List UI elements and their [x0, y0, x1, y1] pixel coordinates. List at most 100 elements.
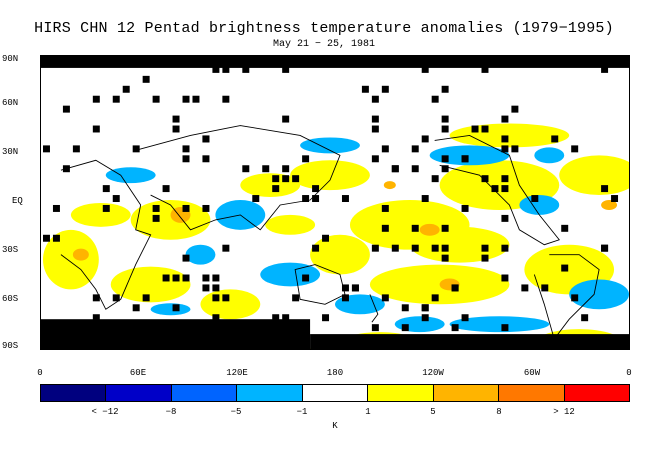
missing-data-cell	[212, 314, 220, 322]
missing-data-band-north	[41, 56, 629, 68]
missing-data-cell	[112, 95, 120, 103]
missing-data-cell	[411, 165, 419, 173]
missing-data-cell	[371, 95, 379, 103]
missing-data-cell	[292, 294, 300, 302]
missing-data-cell	[52, 204, 60, 212]
missing-data-cell	[381, 145, 389, 153]
missing-data-cell	[222, 244, 230, 252]
missing-data-cell	[571, 294, 579, 302]
missing-data-cell	[581, 314, 589, 322]
map-title: HIRS CHN 12 Pentad brightness temperatur…	[34, 20, 614, 37]
missing-data-cell	[182, 145, 190, 153]
missing-data-cell	[172, 304, 180, 312]
coastline	[294, 264, 346, 305]
missing-data-cell	[561, 264, 569, 272]
colorbar-label: 8	[496, 407, 502, 417]
missing-data-cell	[501, 185, 509, 193]
missing-data-cell	[312, 185, 320, 193]
missing-data-cell	[411, 244, 419, 252]
cold-anomaly-area	[429, 145, 510, 166]
coastline	[434, 134, 560, 246]
missing-data-cell	[222, 95, 230, 103]
missing-data-cell	[292, 175, 300, 183]
warm-anomaly-area	[559, 155, 629, 196]
missing-data-cell	[92, 324, 100, 332]
missing-data-cell	[341, 195, 349, 203]
colorbar-segment	[564, 385, 629, 401]
missing-data-cell	[282, 165, 290, 173]
missing-data-cell	[102, 185, 110, 193]
missing-data-cell	[242, 165, 250, 173]
missing-data-cell	[312, 195, 320, 203]
missing-data-cell	[182, 155, 190, 163]
missing-data-cell	[142, 294, 150, 302]
missing-data-cell	[202, 274, 210, 282]
missing-data-cell	[212, 294, 220, 302]
missing-data-cell	[511, 145, 519, 153]
missing-data-cell	[132, 304, 140, 312]
missing-data-cell	[172, 115, 180, 123]
missing-data-cell	[92, 95, 100, 103]
colorbar-label: −8	[165, 407, 177, 417]
missing-data-cell	[302, 155, 310, 163]
coastline	[369, 294, 379, 323]
missing-data-cell	[152, 204, 160, 212]
missing-data-cell	[252, 195, 260, 203]
missing-data-cell	[302, 195, 310, 203]
cold-anomaly-area	[534, 147, 565, 164]
missing-data-cell	[322, 314, 330, 322]
lon-label-120w: 120W	[422, 368, 444, 378]
lat-label-eq: EQ	[12, 196, 23, 206]
missing-data-cell	[421, 314, 429, 322]
missing-data-cell	[441, 115, 449, 123]
missing-data-cell	[282, 115, 290, 123]
missing-data-cell	[431, 244, 439, 252]
missing-data-cell	[461, 314, 469, 322]
missing-data-cell	[242, 324, 250, 332]
coastline	[533, 254, 600, 341]
lon-label-60w: 60W	[523, 368, 541, 378]
cold-anomaly-area	[569, 279, 629, 310]
colorbar-segment	[171, 385, 238, 401]
missing-data-cell	[92, 294, 100, 302]
missing-data-cell	[501, 324, 509, 332]
missing-data-cell	[132, 145, 140, 153]
missing-data-cell	[202, 284, 210, 292]
missing-data-cell	[491, 185, 499, 193]
warm-anomaly-area	[240, 173, 301, 198]
missing-data-cell	[202, 155, 210, 163]
missing-data-cell	[102, 204, 110, 212]
lat-label-90n: 90N	[2, 54, 19, 64]
warm-anomaly-area	[265, 214, 316, 235]
missing-data-cell	[461, 155, 469, 163]
missing-data-cell	[441, 155, 449, 163]
missing-data-cell	[461, 204, 469, 212]
missing-data-cell	[371, 115, 379, 123]
colorbar-segment	[433, 385, 500, 401]
cold-anomaly-area	[185, 244, 216, 265]
missing-data-cell	[381, 85, 389, 93]
missing-data-cell	[112, 294, 120, 302]
warm-anomaly-area	[70, 202, 131, 227]
missing-data-cell	[42, 234, 50, 242]
missing-data-cell	[411, 224, 419, 232]
missing-data-cell	[481, 65, 489, 73]
cold-anomaly-area	[519, 195, 560, 215]
missing-data-cell	[561, 224, 569, 232]
missing-data-cell	[122, 85, 130, 93]
missing-data-cell	[62, 324, 70, 332]
strong-warm-anomaly-area	[72, 248, 89, 261]
missing-data-cell	[182, 204, 190, 212]
missing-data-cell	[142, 75, 150, 83]
missing-data-cell	[381, 224, 389, 232]
colorbar	[40, 384, 630, 402]
map-subtitle: May 21 − 25, 1981	[272, 39, 376, 50]
missing-data-cell	[62, 105, 70, 113]
missing-data-cell	[531, 195, 539, 203]
missing-data-cell	[471, 125, 479, 133]
missing-data-cell	[371, 125, 379, 133]
strong-warm-anomaly-area	[419, 223, 440, 236]
missing-data-cell	[172, 125, 180, 133]
missing-data-cell	[152, 95, 160, 103]
lon-label-120e: 120E	[226, 368, 248, 378]
